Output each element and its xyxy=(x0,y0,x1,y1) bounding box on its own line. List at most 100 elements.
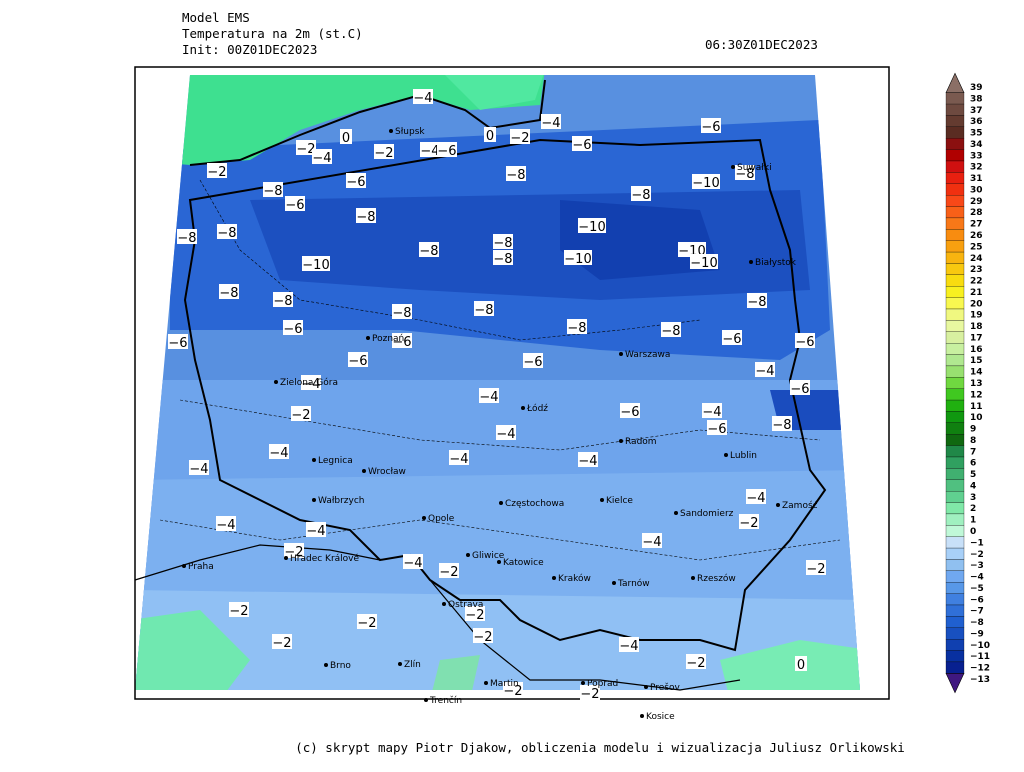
contour-label: −4 xyxy=(702,405,721,420)
city-name: Gliwice xyxy=(472,551,505,561)
contour-label: −2 xyxy=(207,165,226,180)
contour-label-box xyxy=(772,416,792,431)
contour-label-box xyxy=(493,234,513,249)
colorbar-cell xyxy=(945,149,965,162)
contour-label: −6 xyxy=(348,354,367,369)
city-dot xyxy=(776,503,780,507)
contour-label: −2 xyxy=(284,545,303,560)
contour-label: −10 xyxy=(302,258,329,273)
colorbar-cell xyxy=(945,138,965,150)
colorbar-cell xyxy=(945,661,965,674)
contour-label-box xyxy=(493,250,513,265)
colorbar-label: −6 xyxy=(970,595,984,605)
contour-label: −8 xyxy=(567,321,586,336)
colorbar-label: −7 xyxy=(970,607,984,617)
contour-label: 0 xyxy=(797,658,805,673)
colorbar-label: 8 xyxy=(970,436,976,446)
contour-label-box xyxy=(177,229,197,244)
contour-label-box xyxy=(795,656,807,671)
colorbar-label: 30 xyxy=(970,185,983,195)
contour-label-box xyxy=(306,522,326,537)
city-name: Praha xyxy=(188,562,214,572)
contour-label: −6 xyxy=(523,355,542,370)
colorbar-label: −12 xyxy=(970,664,990,674)
colorbar-label: −2 xyxy=(970,550,984,560)
contour-label-box xyxy=(217,224,237,239)
city-name: Słupsk xyxy=(395,127,425,137)
city-dot xyxy=(389,129,393,133)
contour-label-box xyxy=(503,682,523,697)
contour-label: −8 xyxy=(747,295,766,310)
colorbar-cell xyxy=(945,126,965,139)
city-dot xyxy=(619,439,623,443)
contour-label: −8 xyxy=(217,226,236,241)
contour-label: −6 xyxy=(707,422,726,437)
contour-label: −8 xyxy=(419,244,438,259)
contour-label-box xyxy=(580,685,600,700)
city-name: Białystok xyxy=(755,258,797,268)
city-dot xyxy=(581,681,585,685)
city-dot xyxy=(674,511,678,515)
contour-label-box xyxy=(296,140,316,155)
colorbar-label: 39 xyxy=(970,83,983,93)
contour-label-box xyxy=(567,319,587,334)
colorbar-label: 20 xyxy=(970,299,983,309)
contour-label-box xyxy=(473,628,493,643)
city-dot xyxy=(731,165,735,169)
city-dot xyxy=(552,576,556,580)
city-dot xyxy=(398,662,402,666)
colorbar-cell xyxy=(945,286,965,298)
colorbar-label: 14 xyxy=(970,368,983,378)
contour-label: −4 xyxy=(216,518,235,533)
contour-label-box xyxy=(620,403,640,418)
city-name: Wałbrzych xyxy=(318,496,365,506)
colorbar-label: 5 xyxy=(970,470,976,480)
contour-label: −4 xyxy=(642,535,661,550)
contour-label-box xyxy=(168,334,188,349)
colorbar-label: 19 xyxy=(970,311,983,321)
contour-label: −4 xyxy=(413,91,432,106)
contour-label: −2 xyxy=(580,687,599,702)
contour-label: −6 xyxy=(346,175,365,190)
colorbar-cell xyxy=(945,251,965,264)
contour-label: −10 xyxy=(690,256,717,271)
contour-label: −6 xyxy=(620,405,639,420)
city-name: Poprad xyxy=(587,679,618,689)
colorbar-label: 32 xyxy=(970,163,983,173)
contour-label-box xyxy=(747,293,767,308)
contour-label: −6 xyxy=(790,382,809,397)
contour-label-box xyxy=(403,554,423,569)
contour-label: −2 xyxy=(291,408,310,423)
colorbar-label: 21 xyxy=(970,288,983,298)
colorbar-cell xyxy=(945,582,965,594)
city-dot xyxy=(521,406,525,410)
colorbar-cell xyxy=(945,206,965,219)
colorbar-label: 25 xyxy=(970,242,983,252)
contour-label: 0 xyxy=(342,131,350,146)
contour-label-box xyxy=(484,127,496,142)
field-name: Temperatura na 2m (st.C) xyxy=(182,26,363,41)
colorbar-label: 22 xyxy=(970,277,983,287)
city-name: Brno xyxy=(330,661,351,671)
city-dot xyxy=(600,498,604,502)
city-dot xyxy=(362,469,366,473)
city-dot xyxy=(284,556,288,560)
colorbar-label: 12 xyxy=(970,390,983,400)
city-name: Rzeszów xyxy=(697,573,736,584)
cities: Słupsk Poznań Zielona Góra Łódź Radom Lublin L… xyxy=(182,127,818,722)
city-dot xyxy=(644,685,648,689)
credits: (c) skrypt mapy Piotr Djakow, obliczenia… xyxy=(295,740,905,755)
contour-label: −2 xyxy=(510,131,529,146)
contour-label: −6 xyxy=(392,335,411,350)
contour-labels: −4 0 −2 −4 −6 0 −2 −4 −2 −4 −6 −6 −2 −6 −8 −10 −8 −8 −6 −8 −… xyxy=(168,89,826,702)
colorbar-label: 24 xyxy=(970,254,983,264)
colorbar-cell xyxy=(945,604,965,617)
colorbar-cell xyxy=(945,434,965,446)
contour-label: −2 xyxy=(374,146,393,161)
city-dot xyxy=(497,560,501,564)
colorbar-label: 23 xyxy=(970,265,983,275)
contour-label-box xyxy=(541,114,561,129)
contour-label-box xyxy=(216,516,236,531)
contour-label: −6 xyxy=(572,138,591,153)
city-name: Hradec Králové xyxy=(290,553,359,564)
